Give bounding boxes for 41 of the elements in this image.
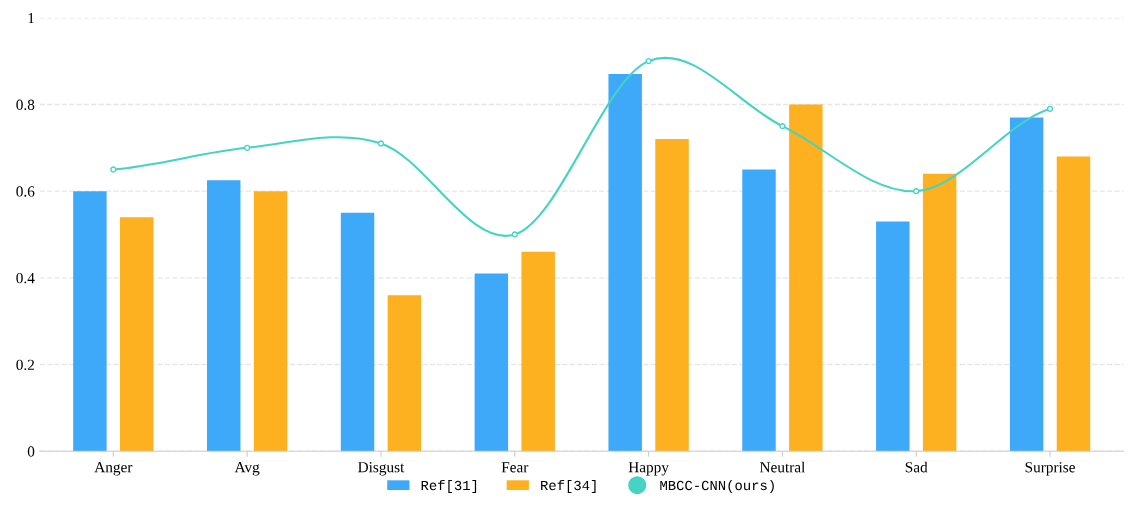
bar [120,217,154,452]
x-tick-label: Surprise [1025,462,1075,476]
y-tick-label: 0.4 [16,272,35,284]
bar [655,139,689,452]
bar [876,221,910,452]
y-tick-label: 1 [28,12,34,24]
x-tick-label: Anger [94,462,133,476]
bar [253,191,288,452]
point [1046,105,1054,112]
bar [608,74,642,452]
bar [73,191,107,452]
x-tick-label: Sad [905,461,928,473]
point [511,231,518,238]
point [913,188,920,195]
bar [340,212,375,452]
bar [1056,156,1091,452]
legend-label: MBCC-CNN(ours) [660,479,774,493]
legend-label: Ref[31] [421,479,477,493]
bar [387,295,422,452]
x-tick-label: Fear [501,462,529,473]
y-tick-label: 0.2 [16,359,35,371]
x-tick-label: Neutral [759,461,806,473]
point [244,144,251,151]
legend-label: Ref[34] [541,479,596,493]
point [377,140,385,147]
bar [922,173,957,452]
x-tick-label: Avg [234,462,260,476]
y-tick-label: 0 [27,446,35,457]
point [110,166,117,173]
x-tick-label: Happy [628,462,669,476]
bar [1009,117,1044,452]
point [779,122,786,130]
point [645,57,652,65]
bar [521,251,555,452]
bar [207,180,241,452]
y-tick-label: 0.6 [16,186,35,197]
x-tick-label: Disgust [358,462,405,476]
bar [789,104,823,452]
bar [742,169,776,452]
y-tick-label: 0.8 [16,99,35,110]
bar [474,273,509,452]
